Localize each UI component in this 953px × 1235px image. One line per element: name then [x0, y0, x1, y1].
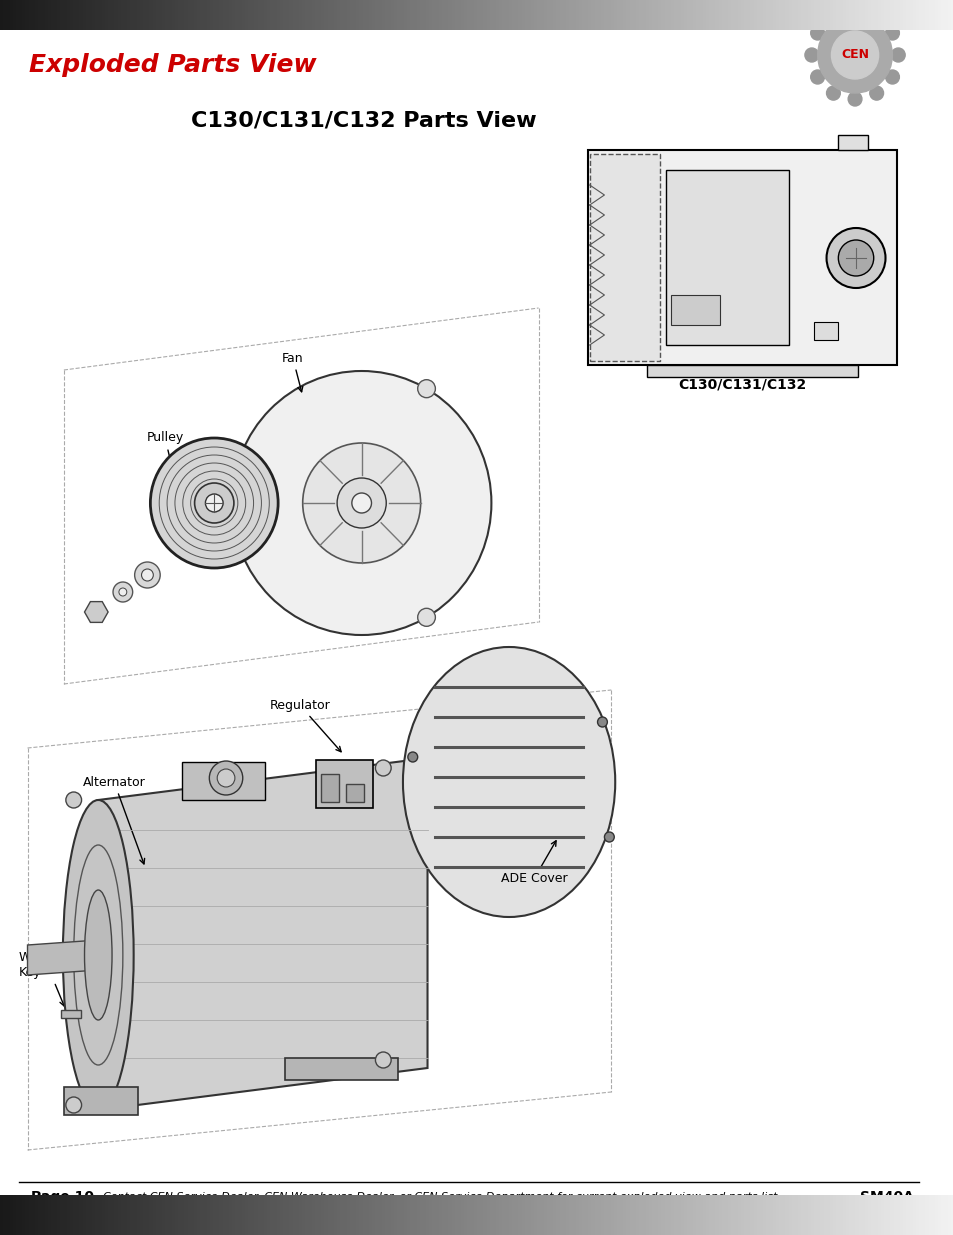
Circle shape	[869, 10, 882, 23]
Bar	[61, 1010, 80, 1018]
Circle shape	[112, 582, 132, 601]
Text: C130/C131/C132: C130/C131/C132	[678, 378, 805, 391]
Circle shape	[604, 832, 614, 842]
Circle shape	[151, 438, 278, 568]
Circle shape	[890, 48, 904, 62]
Text: Alternator: Alternator	[83, 776, 145, 864]
Bar	[64, 1087, 137, 1115]
Circle shape	[336, 478, 386, 529]
Circle shape	[375, 1052, 391, 1068]
Text: Fan: Fan	[282, 352, 303, 391]
Circle shape	[223, 494, 240, 513]
Text: Woodruff
Key: Woodruff Key	[19, 951, 75, 1007]
Circle shape	[209, 761, 242, 795]
Bar	[589, 154, 659, 361]
Circle shape	[134, 562, 160, 588]
Ellipse shape	[85, 890, 112, 1020]
Circle shape	[804, 48, 818, 62]
Circle shape	[66, 792, 82, 808]
Circle shape	[838, 240, 873, 275]
Circle shape	[831, 31, 878, 79]
Circle shape	[408, 752, 417, 762]
Bar	[321, 774, 338, 802]
Circle shape	[597, 718, 607, 727]
Text: Page 10: Page 10	[31, 1191, 94, 1204]
Circle shape	[66, 1097, 82, 1113]
Ellipse shape	[63, 800, 133, 1110]
Bar	[665, 170, 788, 345]
Circle shape	[232, 370, 491, 635]
Circle shape	[884, 26, 899, 40]
Circle shape	[847, 4, 861, 19]
Circle shape	[119, 588, 127, 597]
Bar	[813, 322, 838, 340]
Text: Regulator: Regulator	[269, 699, 341, 752]
Circle shape	[302, 443, 420, 563]
Text: Pulley: Pulley	[147, 431, 184, 484]
Bar	[646, 366, 857, 377]
Circle shape	[417, 379, 435, 398]
Bar	[285, 1058, 397, 1079]
Text: Exploded Parts View: Exploded Parts View	[30, 53, 316, 77]
Bar	[316, 760, 373, 808]
Circle shape	[817, 17, 891, 93]
Text: CEN: CEN	[841, 48, 868, 62]
Text: SM40A: SM40A	[860, 1191, 913, 1204]
Polygon shape	[98, 758, 427, 1110]
Circle shape	[825, 86, 840, 100]
Circle shape	[810, 70, 823, 84]
Circle shape	[810, 26, 823, 40]
Text: Contact CEN Service Dealer, CEN Warehouse Dealer, or CEN Service Department for : Contact CEN Service Dealer, CEN Warehous…	[103, 1192, 777, 1202]
Bar	[587, 149, 897, 366]
Circle shape	[141, 569, 153, 580]
Circle shape	[884, 70, 899, 84]
Text: ADE Cover: ADE Cover	[500, 841, 567, 884]
Text: C130/C131/C132 Parts View: C130/C131/C132 Parts View	[191, 110, 536, 130]
Bar	[346, 784, 363, 802]
Bar	[671, 295, 720, 325]
Polygon shape	[28, 940, 98, 974]
Polygon shape	[85, 601, 108, 622]
Circle shape	[217, 769, 234, 787]
Circle shape	[825, 228, 884, 288]
Circle shape	[352, 493, 371, 513]
Circle shape	[375, 760, 391, 776]
Circle shape	[417, 609, 435, 626]
Circle shape	[825, 10, 840, 23]
Circle shape	[205, 494, 223, 513]
Bar	[182, 762, 265, 800]
Bar	[838, 135, 867, 149]
Circle shape	[194, 483, 233, 522]
Circle shape	[869, 86, 882, 100]
Ellipse shape	[402, 647, 615, 918]
Circle shape	[847, 91, 861, 106]
